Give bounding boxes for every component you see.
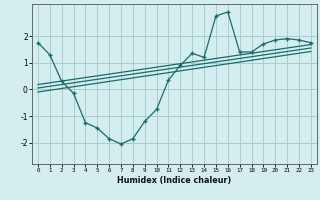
X-axis label: Humidex (Indice chaleur): Humidex (Indice chaleur)	[117, 176, 232, 185]
